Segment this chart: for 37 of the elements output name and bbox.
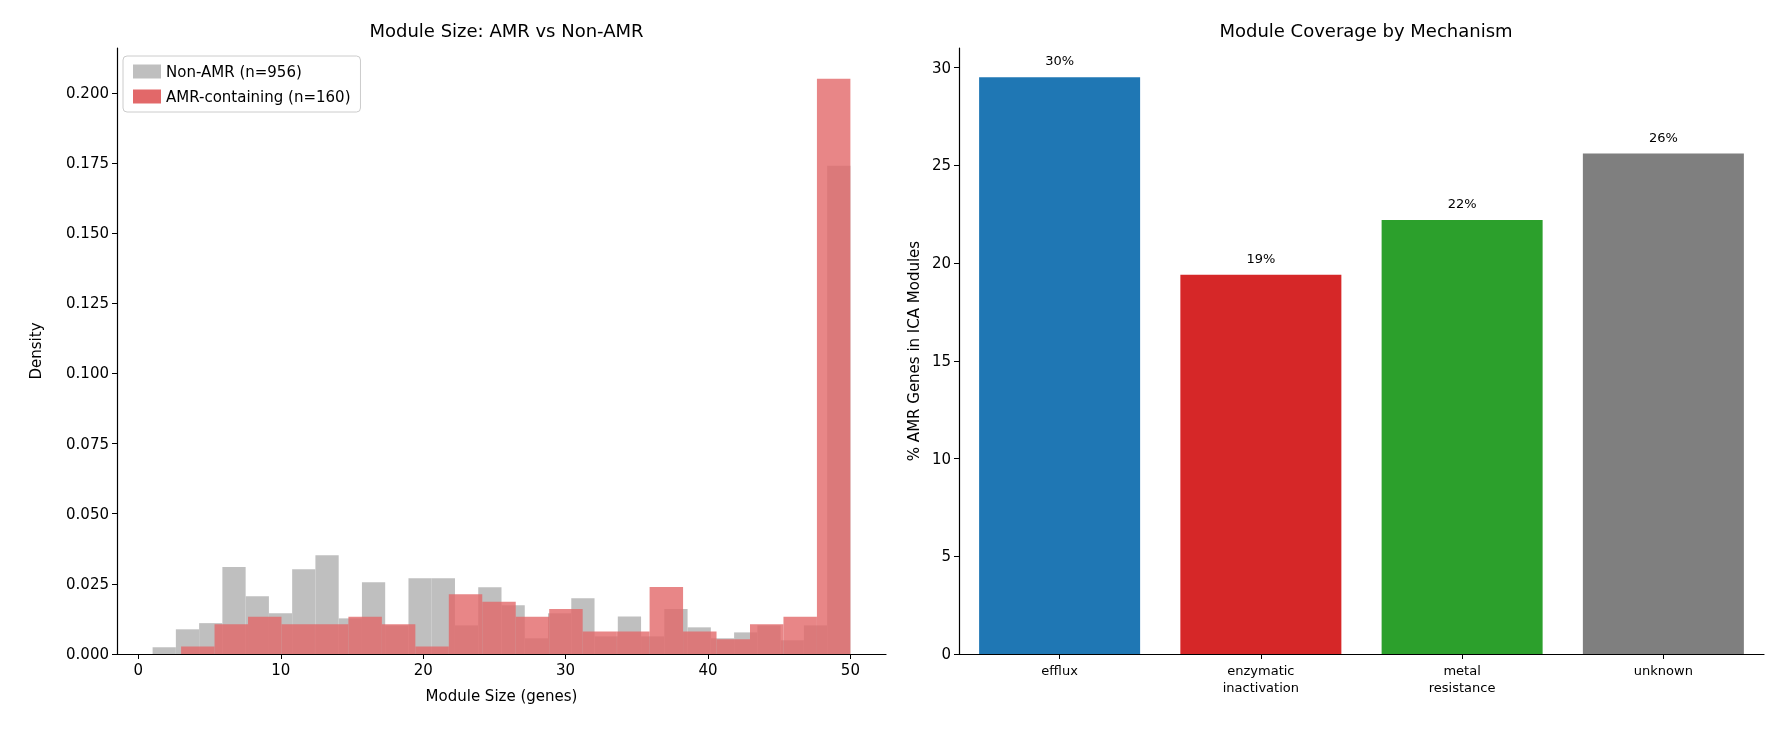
- x-tick-label: metal resistance: [1428, 663, 1496, 695]
- y-tick-label: 0.175: [66, 154, 109, 173]
- y-tick-label: 5: [941, 547, 951, 566]
- y-tick-label: 15: [931, 351, 951, 370]
- y-tick-label: 0.025: [66, 574, 109, 593]
- y-tick-label: 0.100: [66, 364, 109, 383]
- x-axis-title: Module Size (genes): [425, 686, 578, 705]
- y-tick-label: 0.125: [66, 294, 109, 313]
- y-axis-title: Density: [26, 322, 45, 380]
- x-tick-label: 0: [133, 660, 144, 679]
- y-tick-label: 0.150: [66, 224, 109, 243]
- x-tick-label: 10: [271, 660, 291, 679]
- legend-label: AMR-containing (n=160): [166, 87, 351, 106]
- x-tick-label: 40: [698, 660, 718, 679]
- y-tick-label: 0.200: [66, 83, 109, 102]
- chart-title: Module Size: AMR vs Non-AMR: [369, 19, 644, 41]
- y-tick-label: 30: [931, 58, 951, 77]
- y-tick-label: 25: [931, 156, 951, 175]
- y-tick-label: 0.000: [66, 645, 109, 663]
- y-tick-label: 10: [931, 449, 951, 468]
- data-label: 19%: [1246, 250, 1276, 266]
- chart-title: Module Coverage by Mechanism: [1219, 19, 1513, 41]
- x-tick-label: 30: [556, 660, 576, 679]
- data-label: 22%: [1447, 196, 1477, 212]
- data-label: 26%: [1648, 129, 1678, 145]
- y-axis-title: % AMR Genes in ICA Modules: [904, 240, 923, 462]
- legend-label: Non-AMR (n=956): [166, 62, 302, 81]
- y-tick-label: 0.050: [66, 504, 109, 523]
- y-tick-label: 0: [941, 645, 951, 663]
- x-tick-label: 20: [413, 660, 433, 679]
- x-tick-label: unknown: [1633, 663, 1693, 678]
- data-label: 30%: [1045, 53, 1075, 69]
- x-tick-label: efflux: [1041, 663, 1079, 678]
- x-tick-label: 50: [840, 660, 860, 679]
- x-tick-label: enzymatic inactivation: [1222, 663, 1299, 695]
- y-tick-label: 0.075: [66, 434, 109, 453]
- y-tick-label: 20: [931, 254, 951, 273]
